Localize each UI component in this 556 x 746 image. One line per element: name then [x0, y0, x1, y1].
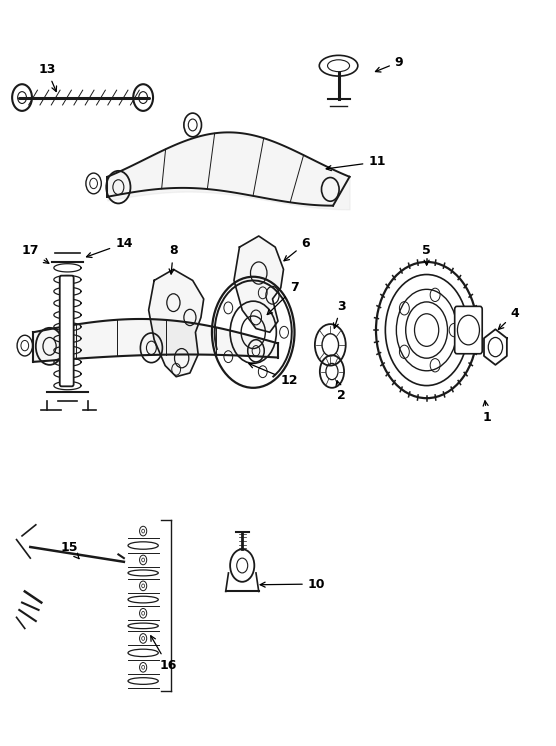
Text: 8: 8 — [169, 245, 178, 274]
Text: 3: 3 — [334, 300, 346, 328]
Text: 10: 10 — [260, 577, 325, 591]
Text: 14: 14 — [87, 237, 133, 257]
Polygon shape — [148, 269, 203, 377]
Text: 11: 11 — [326, 155, 386, 171]
Text: 5: 5 — [422, 245, 431, 265]
Text: 17: 17 — [22, 245, 49, 263]
Text: 13: 13 — [38, 63, 57, 92]
Text: 2: 2 — [336, 380, 346, 401]
Polygon shape — [234, 236, 284, 332]
Text: 7: 7 — [267, 281, 299, 315]
Text: 15: 15 — [60, 541, 79, 559]
FancyBboxPatch shape — [59, 275, 73, 386]
Text: 9: 9 — [375, 55, 404, 72]
Text: 16: 16 — [151, 636, 177, 672]
FancyBboxPatch shape — [455, 307, 482, 354]
Text: 6: 6 — [284, 237, 310, 261]
Text: 4: 4 — [498, 307, 519, 330]
Text: 1: 1 — [483, 401, 492, 424]
Text: 12: 12 — [249, 363, 298, 387]
